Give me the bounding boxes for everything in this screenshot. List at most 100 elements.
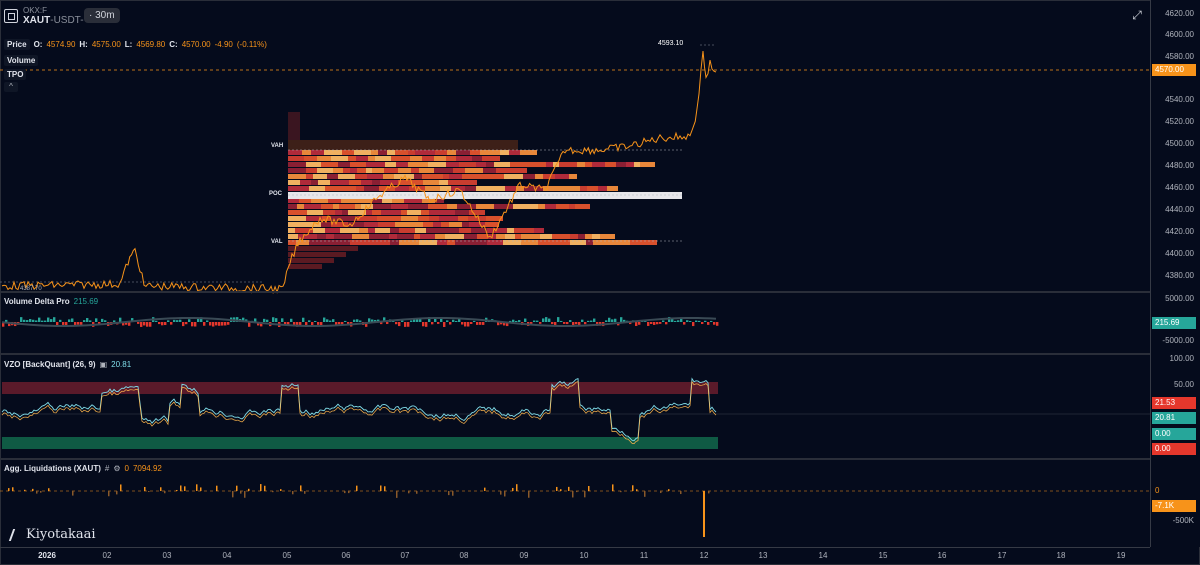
- pane-separator-2[interactable]: [0, 353, 1200, 355]
- low-key: L:: [124, 40, 133, 49]
- tpo-block: [372, 168, 384, 173]
- tpo-block: [348, 222, 364, 227]
- tpo-block: [470, 240, 487, 245]
- tpo-block: [309, 240, 326, 245]
- vdp-bar: [449, 322, 452, 325]
- tpo-block: [288, 180, 300, 185]
- liq-bar: [416, 491, 418, 494]
- tpo-block: [505, 234, 515, 239]
- tpo-block: [500, 150, 509, 155]
- vdp-bar: [410, 320, 413, 322]
- time-label: 02: [102, 551, 112, 560]
- vdp-bar: [698, 320, 701, 322]
- vdp-bar: [26, 320, 29, 322]
- tpo-block: [443, 174, 449, 179]
- tpo-block: [486, 216, 503, 221]
- tpo-block: [465, 186, 476, 191]
- vdp-bar: [623, 319, 626, 322]
- vdp-bar: [71, 318, 74, 322]
- vdp-bar: [605, 320, 608, 322]
- tpo-block: [521, 234, 540, 239]
- vdp-bar: [407, 322, 410, 327]
- tpo-block: [382, 198, 392, 203]
- settings-icon[interactable]: ▣: [99, 360, 108, 369]
- tpo-block: [605, 162, 616, 167]
- tpo-block: [396, 162, 408, 167]
- pane-separator-1[interactable]: [0, 291, 1200, 293]
- tpo-block: [404, 198, 422, 203]
- tpo-block: [367, 174, 383, 179]
- tpo-block: [397, 234, 414, 239]
- tpo-block: [419, 168, 434, 173]
- vzo-tag-4: 0.00: [1152, 443, 1196, 455]
- tpo-block: [288, 174, 306, 179]
- tpo-block: [288, 246, 358, 251]
- tpo-block: [423, 222, 433, 227]
- gear-icon[interactable]: ⚙: [113, 464, 121, 473]
- vdp-bar: [629, 322, 632, 325]
- tpo-block: [569, 204, 575, 209]
- timeframe-badge[interactable]: · 30m: [84, 8, 120, 23]
- symbol-base: XAUT: [23, 15, 51, 26]
- pane-separator-3[interactable]: [0, 458, 1200, 460]
- liq-value: 7094.92: [132, 464, 162, 473]
- tpo-block: [343, 216, 357, 221]
- tpo-block: [366, 168, 372, 173]
- tpo-block: [513, 168, 527, 173]
- tpo-label: TPO: [4, 69, 27, 80]
- tpo-block: [480, 150, 500, 155]
- liq-bar: [632, 485, 634, 491]
- collapse-legend-button[interactable]: ^: [4, 82, 18, 92]
- price-tick: 4620.00: [1165, 9, 1194, 18]
- vzo-tag-2: 20.81: [1152, 412, 1196, 424]
- liq-bar: [48, 488, 50, 491]
- chart-canvas[interactable]: [0, 0, 1150, 547]
- liq-legend[interactable]: Agg. Liquidations (XAUT) # ⚙ 0 7094.92: [4, 464, 162, 473]
- liq-bar: [384, 486, 386, 491]
- vdp-bar: [611, 319, 614, 322]
- vdp-bar: [650, 322, 653, 324]
- time-label: 10: [579, 551, 589, 560]
- tpo-block: [422, 174, 430, 179]
- time-label: 06: [341, 551, 351, 560]
- vdp-value: 215.69: [73, 297, 99, 306]
- tpo-block: [357, 216, 377, 221]
- tpo-block: [395, 222, 403, 227]
- liq-bar: [708, 491, 710, 494]
- time-label: 05: [282, 551, 292, 560]
- fullscreen-icon[interactable]: ⤢: [1132, 8, 1142, 22]
- hash-icon[interactable]: #: [104, 464, 110, 473]
- tpo-block: [392, 198, 404, 203]
- liq-bar: [576, 491, 578, 493]
- vdp-bar: [272, 317, 275, 322]
- tpo-block: [414, 234, 420, 239]
- vdp-bar: [170, 322, 173, 325]
- tpo-block: [324, 150, 342, 155]
- vzo-legend[interactable]: VZO [BackQuant] (26, 9) ▣ 20.81: [4, 360, 131, 369]
- watermark: Kiyotakaai: [10, 527, 96, 542]
- price-legend[interactable]: Price O: 4574.90 H: 4575.00 L: 4569.80 C…: [4, 39, 267, 50]
- time-axis[interactable]: 2026 02 03 04 05 06 07 08 09 10 11 12 13…: [0, 547, 1150, 565]
- timeframe-value: 30m: [95, 10, 115, 21]
- tpo-block: [288, 150, 302, 155]
- tpo-block: [559, 162, 577, 167]
- tpo-block: [466, 180, 477, 185]
- symbol-header[interactable]: OKX:F XAUT-USDT-: [4, 6, 84, 26]
- vdp-bar: [287, 322, 290, 326]
- liq-tag-2: -7.1K: [1152, 500, 1196, 512]
- vdp-legend[interactable]: Volume Delta Pro 215.69: [4, 297, 98, 306]
- tpo-block: [449, 222, 462, 227]
- tpo-block: [288, 168, 294, 173]
- tpo-block: [338, 174, 355, 179]
- time-label: 19: [1116, 551, 1126, 560]
- overlay-volume[interactable]: Volume: [4, 55, 39, 66]
- tpo-block: [298, 234, 317, 239]
- price-axis[interactable]: 4620.00 4600.00 4580.00 4540.00 4520.00 …: [1150, 0, 1200, 547]
- vdp-bar: [44, 320, 47, 322]
- tpo-block: [288, 264, 322, 269]
- overlay-tpo[interactable]: TPO: [4, 69, 27, 80]
- tpo-block: [523, 174, 535, 179]
- tpo-block: [447, 240, 455, 245]
- tpo-block: [359, 228, 368, 233]
- tpo-block: [313, 174, 327, 179]
